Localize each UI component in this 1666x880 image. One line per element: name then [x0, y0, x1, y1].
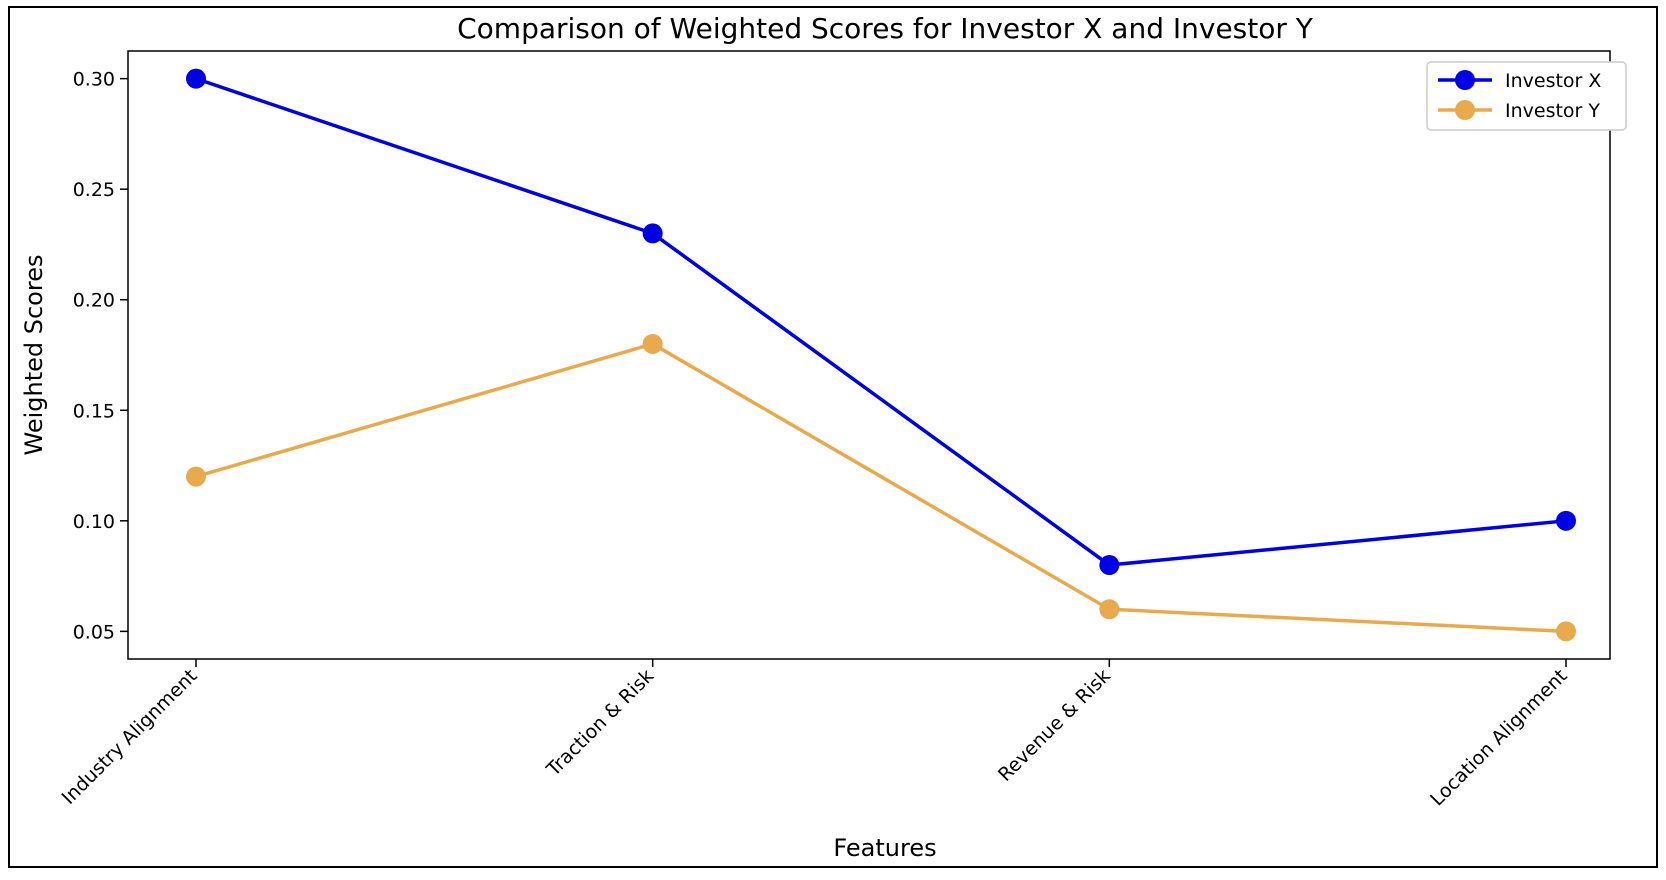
- chart-title: Comparison of Weighted Scores for Invest…: [457, 12, 1314, 45]
- x-axis-title: Features: [833, 834, 936, 862]
- y-tick-label: 0.20: [73, 290, 115, 312]
- y-axis-title: Weighted Scores: [20, 255, 48, 456]
- y-tick-label: 0.15: [73, 400, 115, 422]
- data-point: [186, 68, 206, 89]
- series-line: [195, 76, 1567, 567]
- legend-label: Investor X: [1505, 70, 1601, 92]
- series-layer: [186, 68, 1576, 642]
- data-point: [642, 333, 663, 354]
- y-tick-label: 0.05: [73, 621, 115, 643]
- data-point: [1099, 599, 1120, 620]
- y-axis: 0.05 0.10 0.15 0.20 0.25 0.30: [73, 69, 128, 643]
- data-point: [1556, 510, 1576, 531]
- legend-marker: [1455, 70, 1475, 90]
- y-tick-label: 0.10: [73, 511, 115, 533]
- legend-marker: [1455, 100, 1475, 120]
- plot-area: [127, 50, 1611, 660]
- data-point: [186, 466, 206, 487]
- x-tick-label: Revenue & Risk: [994, 665, 1115, 786]
- data-point: [642, 223, 663, 244]
- x-axis: Industry Alignment Traction & Risk Revenue…: [58, 659, 1572, 810]
- series-line: [195, 342, 1567, 634]
- y-tick-label: 0.25: [73, 179, 115, 201]
- x-tick-label: Traction & Risk: [542, 665, 658, 781]
- x-tick-label: Location Alignment: [1426, 665, 1571, 810]
- data-point: [1556, 621, 1576, 642]
- x-tick-label: Industry Alignment: [58, 665, 202, 809]
- legend: Investor X Investor Y: [1426, 61, 1627, 131]
- y-tick-label: 0.30: [73, 69, 115, 91]
- legend-label: Investor Y: [1505, 100, 1600, 122]
- data-point: [1099, 555, 1120, 576]
